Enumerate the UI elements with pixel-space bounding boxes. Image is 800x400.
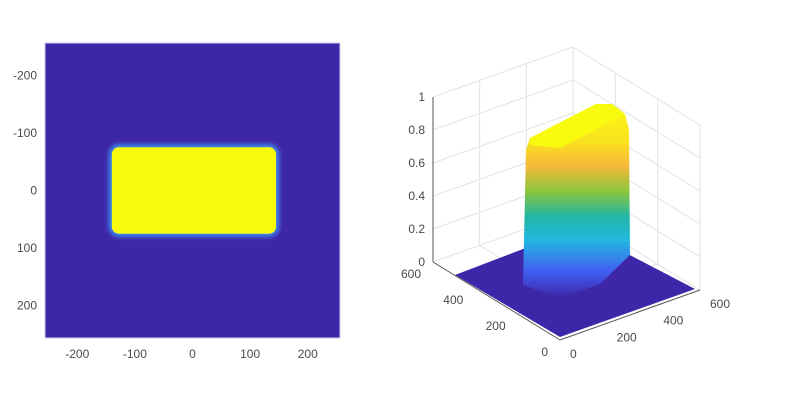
y-tick-label: 400 (443, 293, 463, 307)
surface-peak-top (530, 104, 625, 148)
y-tick-label: 0 (30, 184, 37, 198)
z-tick-label: 0.6 (408, 156, 425, 170)
y-axis (432, 261, 561, 341)
x-tick-label: 0 (189, 347, 196, 361)
heatmap-region (111, 147, 277, 234)
x-tick-label: 600 (710, 297, 730, 311)
surface-peak (523, 104, 630, 298)
y-tick-label: 200 (17, 299, 37, 313)
y-tick-label: 600 (401, 267, 421, 281)
x-tick-label: 400 (663, 314, 683, 328)
x-tick-label: 200 (617, 330, 637, 344)
heatmap-plot: -200 -100 0 100 200 -200 -100 0 100 200 (13, 42, 341, 361)
x-tick-label: 200 (298, 347, 318, 361)
y-tick-label: 200 (486, 319, 506, 333)
y-tick-label: -100 (13, 126, 37, 140)
y-tick-label: 100 (17, 241, 37, 255)
z-tick-label: 1 (418, 90, 425, 104)
z-gridline (432, 46, 701, 126)
x-tick-label: -200 (65, 347, 89, 361)
z-tick-label: 0.4 (408, 189, 425, 203)
z-tick-label: 0 (418, 255, 425, 269)
y-tick-label: -200 (13, 68, 37, 82)
z-tick-label: 0.2 (408, 222, 425, 236)
z-tick-label: 0.8 (408, 123, 425, 137)
x-tick-label: 0 (570, 347, 577, 361)
x-axis (559, 289, 701, 341)
heatmap-frame (44, 42, 341, 339)
x-tick-label: -100 (123, 347, 147, 361)
x-tick-label: 100 (240, 347, 260, 361)
y-tick-label: 0 (541, 345, 548, 359)
